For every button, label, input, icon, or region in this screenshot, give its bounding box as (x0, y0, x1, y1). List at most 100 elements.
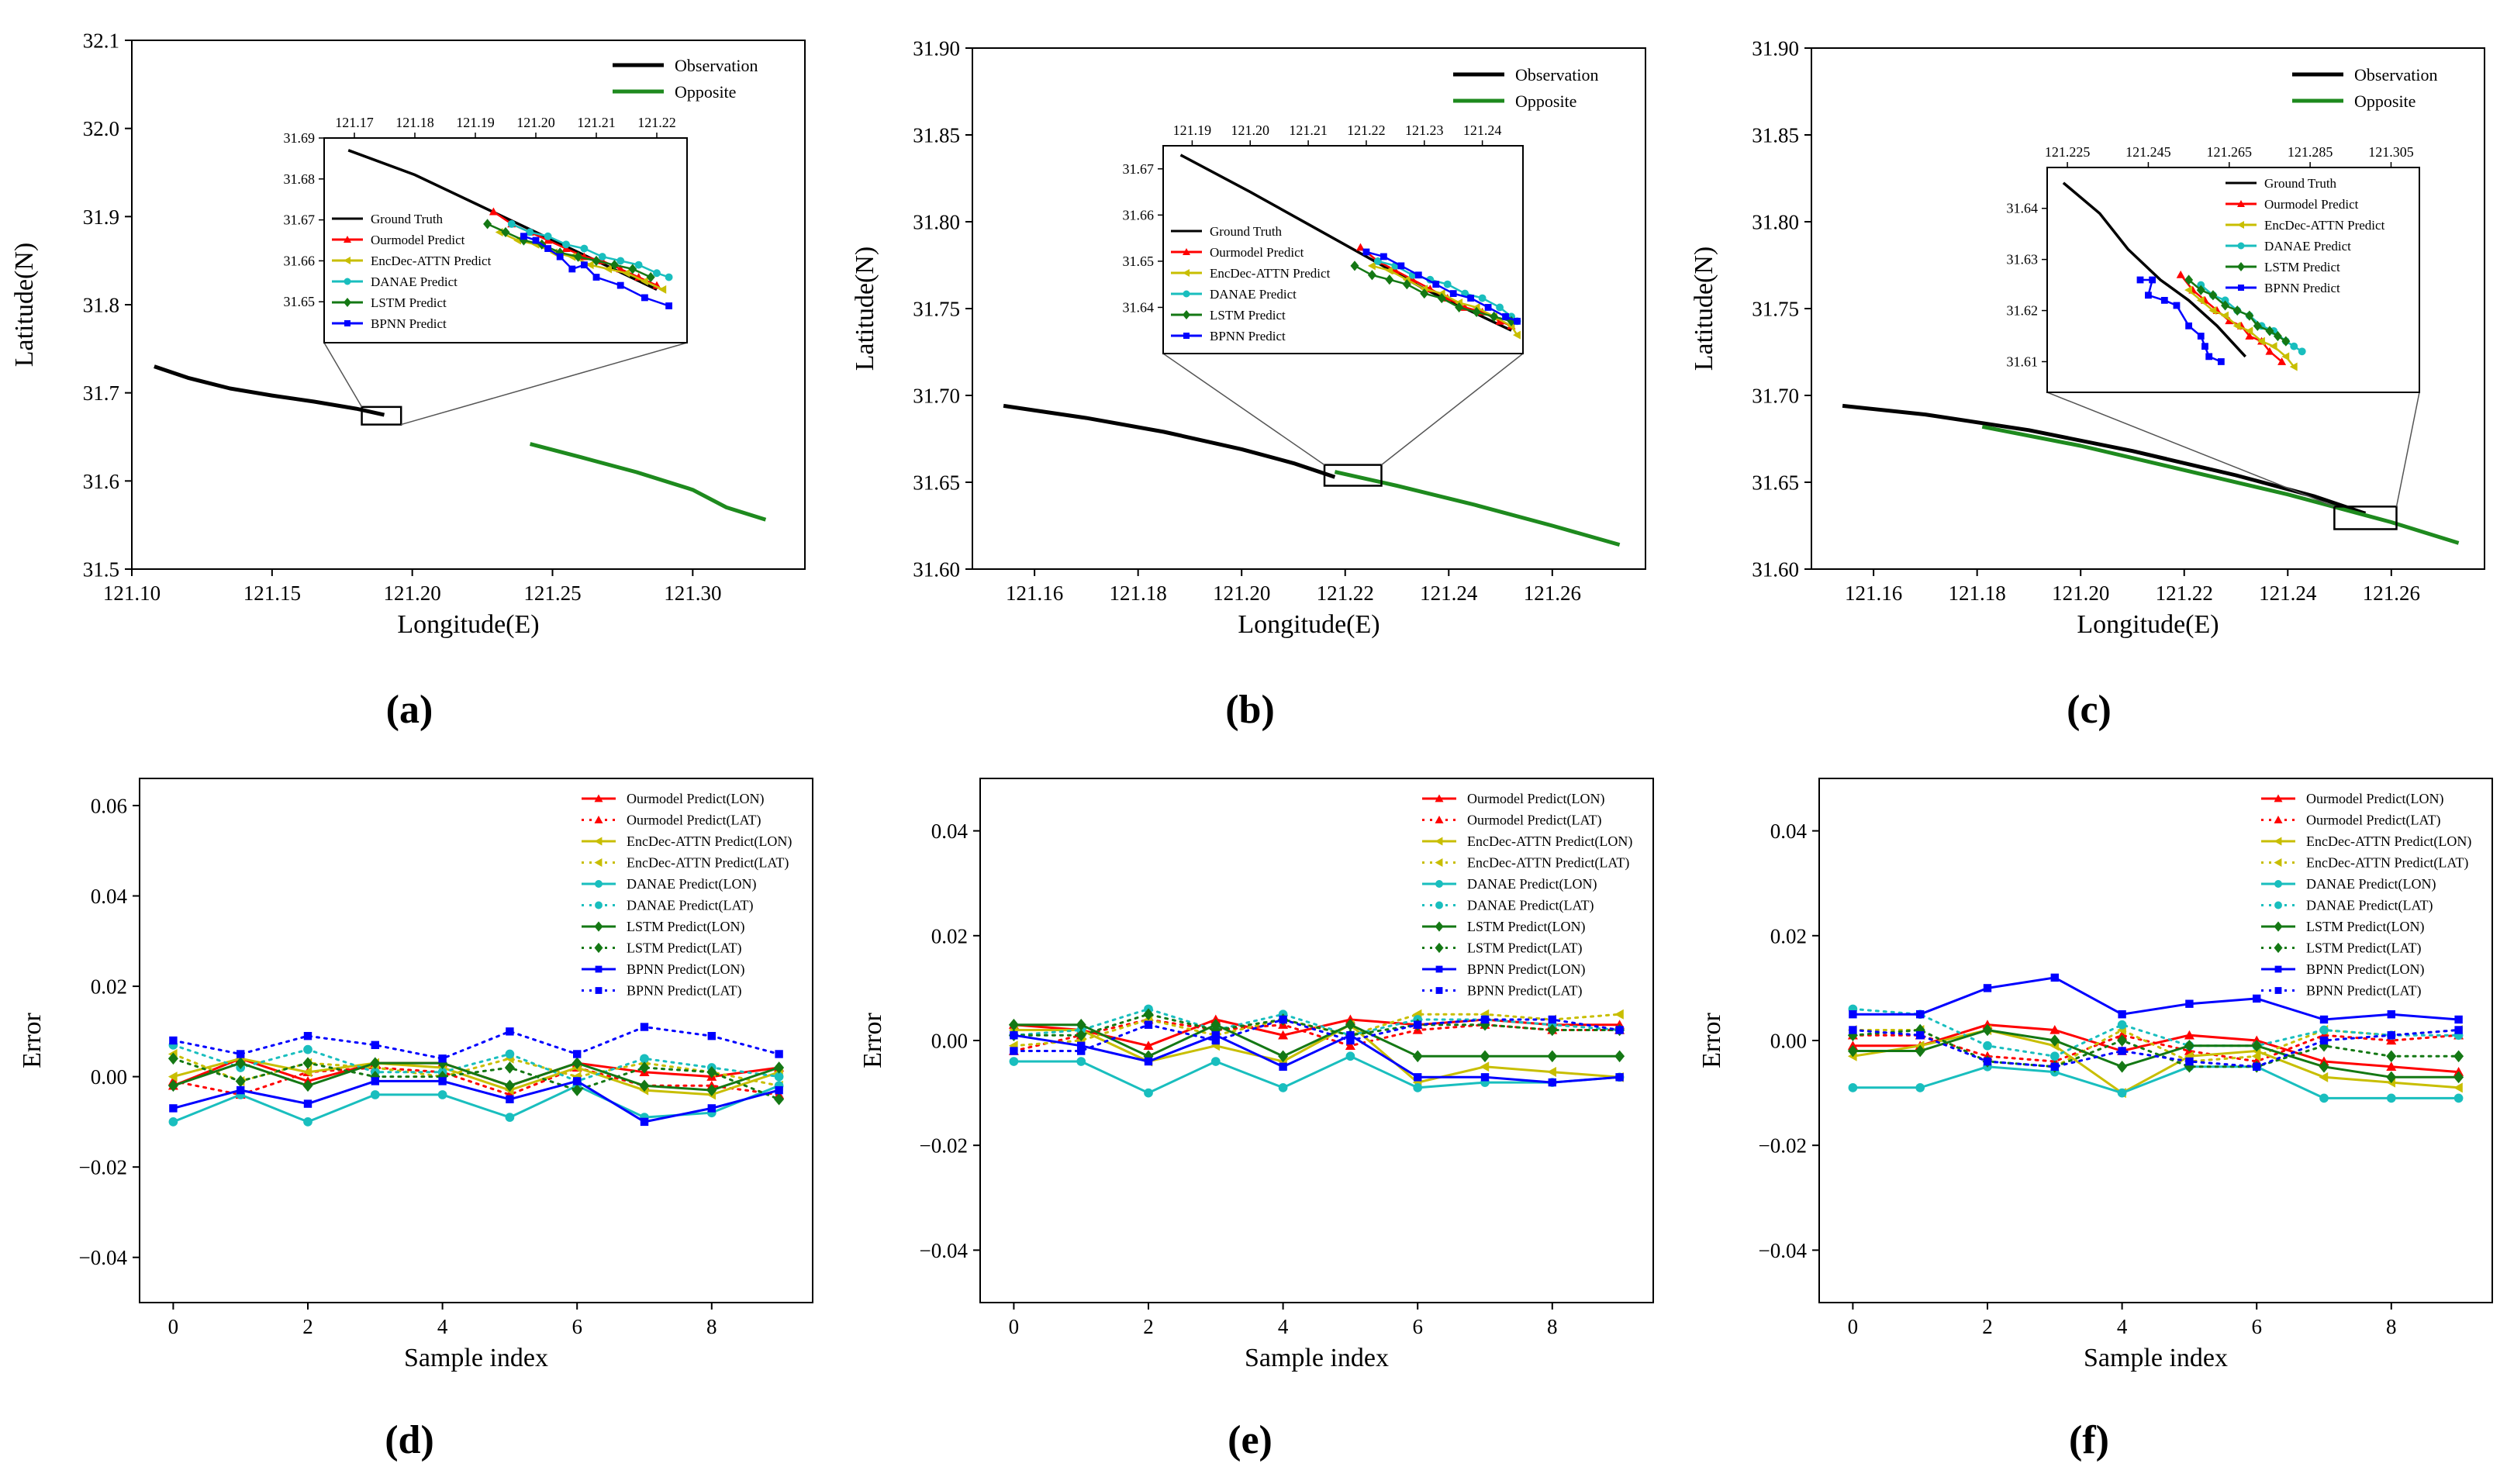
data-point-lstm-predict-lon (2117, 1061, 2128, 1073)
inset-point-lstm-predict (592, 255, 601, 266)
y-tick-label: 31.5 (83, 557, 119, 581)
inset-point-encdec-attn-predict (2269, 342, 2277, 351)
data-point-encdec-attn-predict-lat (1614, 1009, 1624, 1020)
inset-point-lstm-predict (2253, 320, 2262, 331)
inset-x-tick-label: 121.20 (516, 115, 555, 130)
series-line-ourmodel-predict-lat (171, 1066, 781, 1096)
inset-point-lstm-predict (483, 219, 492, 230)
inset-point-encdec-attn-predict (622, 268, 630, 278)
x-tick-label: 121.18 (1110, 582, 1167, 605)
inset-x-tick-label: 121.23 (1405, 123, 1444, 138)
y-axis-label: Latitude(N) (10, 243, 39, 368)
legend-label-bpnn-predict-lon: BPNN Predict(LON) (1467, 961, 1585, 978)
legend-marker-lstm-predict-lat (594, 942, 603, 954)
series-line-lstm-predict-lat (171, 1057, 781, 1101)
inset-point-danae-predict (507, 219, 516, 228)
data-point-bpnn-predict-lon (640, 1117, 649, 1127)
series-lstm-predict-lat (167, 1052, 785, 1106)
x-tick-label: 121.22 (2156, 582, 2213, 605)
data-point-bpnn-predict-lon (438, 1077, 447, 1085)
inset-point-bpnn-predict (556, 253, 564, 261)
inset-series-bpnn-predict (1362, 248, 1521, 325)
inset-point-danae-predict (653, 269, 661, 278)
inset-point-bpnn-predict (2173, 302, 2181, 309)
series-line-bpnn-predict-lat (171, 1025, 781, 1060)
inset-point-encdec-attn-predict (2221, 311, 2229, 320)
inset-point-bpnn-predict (544, 245, 551, 252)
y-axis-label: Latitude(N) (1690, 247, 1718, 371)
series-bpnn-predict-lon (1849, 973, 2463, 1024)
legend-marker-danae-predict-lat (1435, 901, 1443, 909)
x-tick-label: 0 (168, 1315, 179, 1338)
data-point-lstm-predict-lon (2319, 1061, 2329, 1073)
data-point-lstm-predict-lon (2184, 1039, 2194, 1052)
data-point-lstm-predict-lat (774, 1092, 785, 1106)
inset-point-encdec-attn-predict (2184, 285, 2193, 295)
data-point-bpnn-predict-lat (2118, 1047, 2126, 1055)
data-point-bpnn-predict-lon (1077, 1041, 1086, 1050)
x-tick-label: 121.10 (103, 582, 161, 605)
inset-point-bpnn-predict (2201, 343, 2208, 350)
data-point-encdec-attn-predict-lon (302, 1067, 313, 1078)
inset-point-encdec-attn-predict (604, 264, 612, 274)
inset-point-lstm-predict (2221, 300, 2230, 311)
data-point-bpnn-predict-lat (1480, 1015, 1490, 1024)
inset-point-lstm-predict (1490, 311, 1499, 322)
inset-panel: 121.19 121.20 121.21 121.22 121.23 121.24 31.6… (1123, 123, 1524, 466)
inset-legend-label-ground-truth: Ground Truth (2264, 176, 2337, 191)
data-point-bpnn-predict-lon (1983, 984, 1992, 992)
legend-marker-lstm-predict-lat (2274, 942, 2283, 954)
inset-x-tick-label: 121.19 (456, 115, 495, 130)
inset-legend-marker-lstm-predict (1183, 310, 1190, 319)
y-tick-label: 31.60 (1752, 557, 1799, 581)
inset-legend-marker-encdec-attn-predict (1183, 269, 1190, 277)
inset-point-bpnn-predict (2149, 276, 2157, 284)
inset-line-danae-predict (2200, 284, 2303, 353)
inset-x-tick-label: 121.305 (2368, 144, 2414, 160)
legend-label-danae-predict-lon: DANAE Predict(LON) (627, 876, 756, 892)
x-tick-label: 0 (1848, 1315, 1859, 1338)
inset-point-encdec-attn-predict (2289, 362, 2298, 371)
data-point-danae-predict-lat (505, 1049, 515, 1059)
data-point-lstm-predict-lat (1547, 1023, 1558, 1037)
data-point-bpnn-predict-lat (438, 1054, 447, 1063)
data-point-bpnn-predict-lon (2454, 1015, 2463, 1024)
inset-line-bpnn-predict (523, 235, 670, 307)
series-line-encdec-attn-predict-lon (1014, 1023, 1620, 1084)
inset-point-bpnn-predict (1380, 253, 1387, 261)
series-line-opposite (529, 442, 767, 522)
series-line-bpnn-predict-lon (1014, 1034, 1620, 1084)
inset-legend-marker-danae-predict (2237, 242, 2245, 250)
data-point-lstm-predict-lat (1076, 1029, 1086, 1042)
data-point-ourmodel-predict-lat (2386, 1035, 2397, 1045)
data-point-lstm-predict-lon (504, 1079, 515, 1092)
inset-x-tick-label: 121.21 (1289, 123, 1328, 138)
inset-point-bpnn-predict (1414, 271, 1422, 279)
y-tick-label: 0.00 (931, 1029, 968, 1052)
legend-label-danae-predict-lon: DANAE Predict(LON) (1467, 876, 1597, 892)
legend-label-encdec-attn-predict-lat: EncDec-ATTN Predict(LAT) (627, 855, 789, 871)
x-tick-label: 8 (2386, 1315, 2397, 1338)
inset-point-lstm-predict (646, 271, 655, 283)
data-point-bpnn-predict-lat (169, 1036, 178, 1045)
inset-point-bpnn-predict (1449, 290, 1457, 297)
inset-panel: 121.225 121.245 121.265 121.285 121.305 31.61… (2007, 144, 2420, 508)
legend-label-observation: Observation (675, 56, 758, 75)
inset-legend-label-danae-predict: DANAE Predict (2264, 239, 2351, 254)
inset-y-tick-label: 31.61 (2007, 354, 2039, 369)
inset-legend-marker-lstm-predict (344, 298, 351, 307)
inset-point-encdec-attn-predict (2196, 295, 2205, 305)
inset-y-tick-label: 31.65 (1123, 254, 1155, 269)
inset-point-ourmodel-predict (2245, 332, 2254, 340)
data-point-danae-predict-lon (168, 1117, 178, 1127)
inset-y-tick-label: 31.63 (2007, 252, 2039, 267)
data-point-bpnn-predict-lat (1279, 1015, 1287, 1024)
legend-marker-danae-predict-lon (1435, 880, 1443, 888)
y-axis-label: Error (1697, 1012, 1726, 1068)
series-line-danae-predict-lon (1853, 1065, 2459, 1099)
panel-label: (e) (1228, 1418, 1272, 1462)
y-tick-label: 31.80 (913, 210, 960, 233)
data-point-lstm-predict-lat (706, 1065, 717, 1078)
inset-point-encdec-attn-predict (1513, 330, 1521, 340)
legend-label-ourmodel-predict-lon: Ourmodel Predict(LON) (1467, 791, 1604, 807)
